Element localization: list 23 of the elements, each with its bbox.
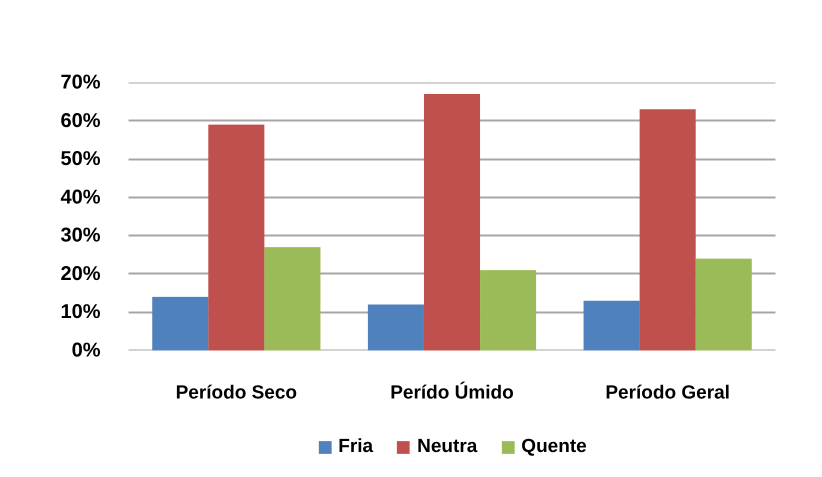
y-tick-label: 60%: [60, 110, 101, 132]
y-tick-label: 20%: [60, 262, 101, 285]
x-tick-label: Período Geral: [605, 382, 730, 404]
y-tick-label: 0%: [72, 340, 101, 362]
legend-label: Quente: [521, 436, 587, 458]
bar: [584, 300, 640, 350]
bar: [640, 109, 696, 350]
bar: [368, 304, 424, 350]
bar: [208, 124, 264, 350]
bar: [480, 270, 536, 350]
x-tick-label: Período Seco: [176, 382, 298, 404]
bar: [264, 247, 320, 350]
y-tick-label: 70%: [60, 72, 101, 94]
x-tick-label: Perído Úmido: [390, 382, 514, 404]
y-tick-label: 10%: [60, 301, 101, 324]
y-tick-label: 40%: [60, 186, 101, 208]
legend-label: Fria: [338, 436, 374, 458]
y-tick-label: 50%: [60, 148, 101, 170]
legend-label: Neutra: [417, 436, 478, 458]
bar: [152, 296, 208, 350]
bar: [424, 94, 480, 350]
y-tick-label: 30%: [60, 224, 101, 247]
bar: [696, 258, 752, 350]
